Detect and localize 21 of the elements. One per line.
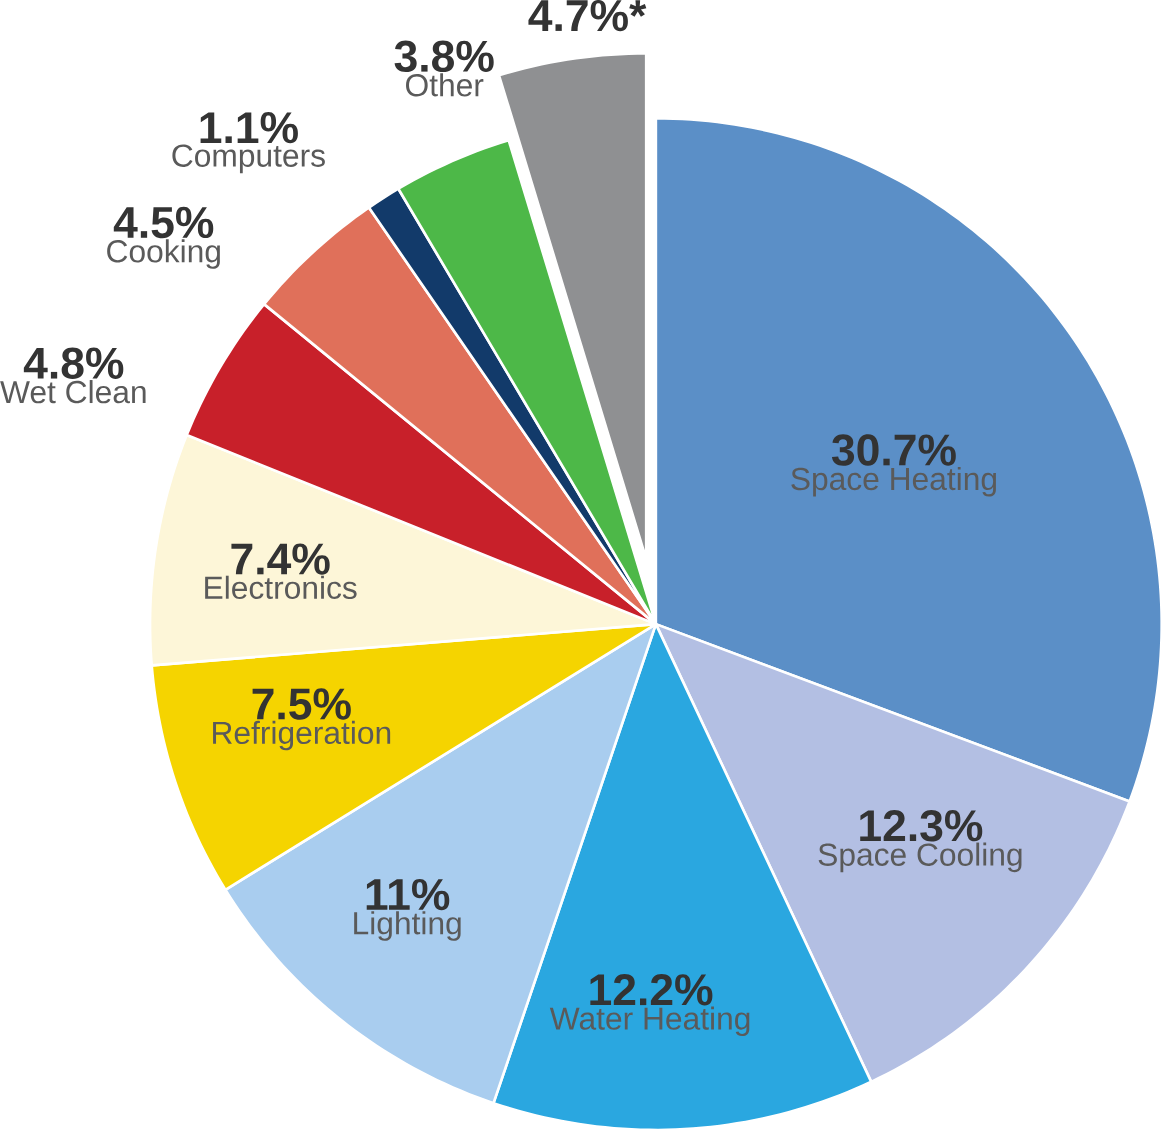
slice-label: Other: [406, 73, 484, 97]
slice-label: Electronics: [205, 575, 357, 599]
data-label: 30.7%: [831, 434, 956, 466]
slice-label: Space Heating: [791, 466, 996, 497]
slice-label: Lighting: [354, 911, 461, 941]
slice-label: Computers: [172, 144, 325, 174]
data-label: 3.8%: [394, 40, 494, 72]
data-label: 7.5%: [252, 688, 351, 720]
slice-label: Cooking: [107, 239, 220, 269]
data-label: 11%: [366, 878, 450, 911]
data-label: 4.7%*: [528, 0, 647, 32]
data-label: 1.1%: [200, 111, 298, 144]
slice-label: Refrigeration: [213, 720, 391, 751]
data-label: 12.3%: [860, 809, 983, 842]
slice-label: Wet Clean: [0, 379, 146, 404]
data-label: 12.2%: [590, 973, 713, 1006]
data-label: 4.5%: [113, 206, 214, 239]
data-label: 7.4%: [231, 543, 330, 575]
slice-label: Space Cooling: [818, 842, 1022, 873]
slice-label: Water Heating: [549, 1006, 750, 1036]
data-label: 4.8%: [23, 347, 124, 379]
